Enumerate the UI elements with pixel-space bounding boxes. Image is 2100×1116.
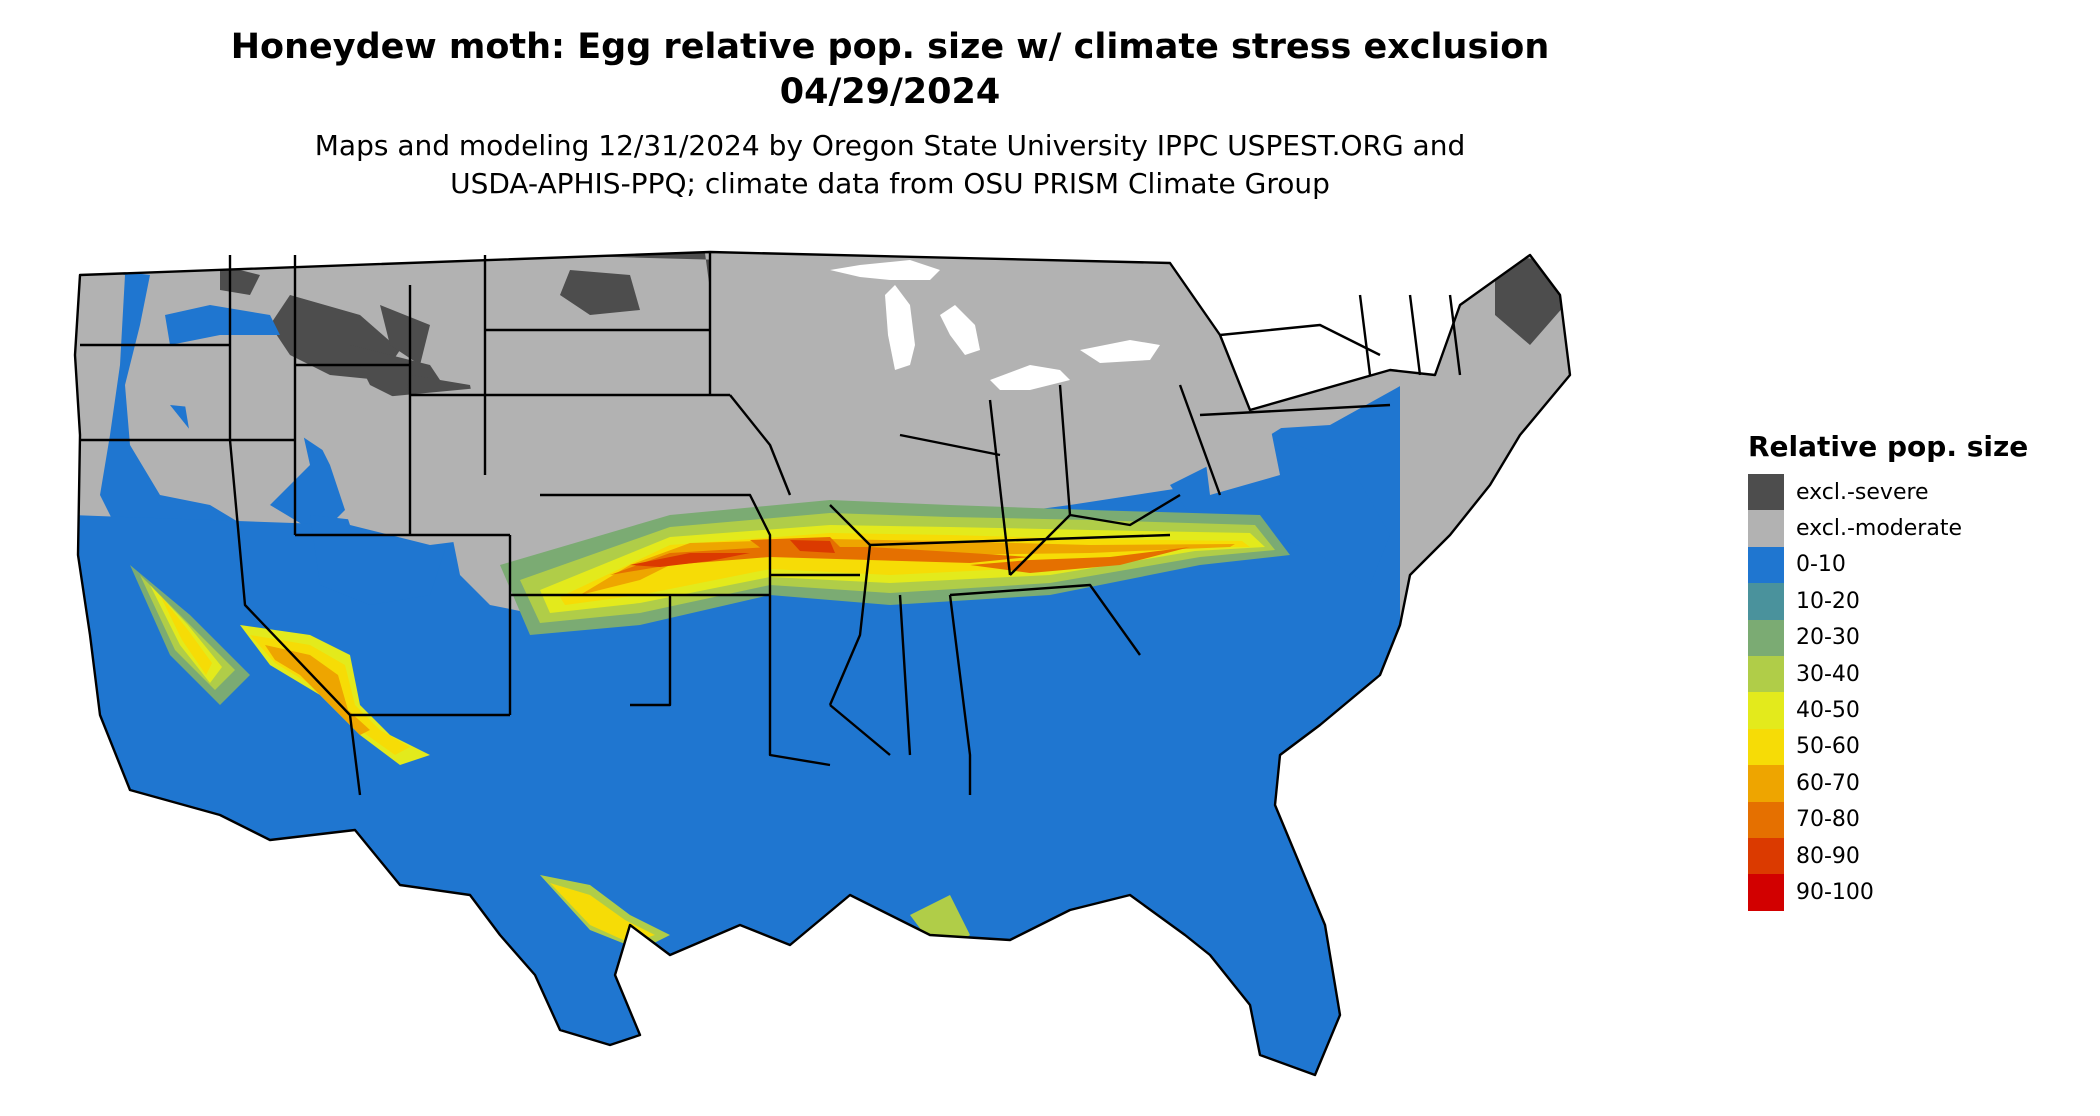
legend-swatch [1748,874,1784,911]
legend-item: 0-10 [1748,546,2028,584]
map-subtitle-line2: USDA-APHIS-PPQ; climate data from OSU PR… [450,167,1330,200]
legend-item: excl.-severe [1748,474,2028,511]
legend-label: 50-60 [1796,734,1860,760]
legend-swatch [1748,837,1784,875]
great-lakes [830,260,1160,390]
legend-items: excl.-severe excl.-moderate 0-10 10-20 2… [1748,474,2028,911]
legend-item: 50-60 [1748,728,2028,766]
zone-80-90 [630,540,835,567]
legend-item: 90-100 [1748,874,2028,911]
legend-label: 80-90 [1796,843,1860,869]
legend-item: 80-90 [1748,837,2028,875]
legend-swatch [1748,546,1784,584]
legend-item: 70-80 [1748,801,2028,838]
legend-item: 60-70 [1748,765,2028,802]
legend-title: Relative pop. size [1748,430,2029,463]
legend-label: 0-10 [1796,552,1846,578]
legend-swatch [1748,728,1784,766]
legend-label: 40-50 [1796,698,1860,724]
legend-item: 10-20 [1748,583,2028,620]
legend-label: 30-40 [1796,661,1860,687]
state-boundaries [73,250,1572,1077]
legend-item: 40-50 [1748,692,2028,729]
legend: Relative pop. size excl.-severe excl.-mo… [1748,430,2028,911]
map-date: 04/29/2024 [779,72,1001,112]
legend-label: 90-100 [1796,879,1874,905]
legend-swatch [1748,692,1784,729]
legend-swatch [1748,655,1784,693]
legend-item: 20-30 [1748,619,2028,656]
map-title: Honeydew moth: Egg relative pop. size w/… [230,27,1550,67]
legend-label: 20-30 [1796,625,1860,651]
legend-label: 10-20 [1796,588,1860,614]
legend-label: 70-80 [1796,807,1860,833]
legend-label: excl.-severe [1796,479,1929,505]
map-subtitle-line1: Maps and modeling 12/31/2024 by Oregon S… [314,129,1466,162]
legend-swatch [1748,510,1784,547]
legend-label: 60-70 [1796,770,1860,796]
legend-item: excl.-moderate [1748,510,2028,547]
legend-swatch [1748,583,1784,620]
legend-swatch [1748,801,1784,838]
legend-swatch [1748,474,1784,511]
legend-swatch [1748,765,1784,802]
us-map [73,250,1572,1077]
legend-swatch [1748,619,1784,656]
legend-label: excl.-moderate [1796,516,1962,542]
legend-item: 30-40 [1748,655,2028,693]
